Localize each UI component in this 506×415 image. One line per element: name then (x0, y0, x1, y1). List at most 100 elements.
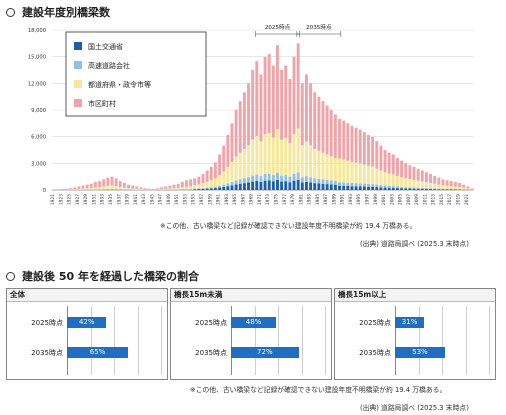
bar-prefecture (110, 185, 114, 190)
x-tick-label: 1971 (257, 194, 263, 205)
bar-prefecture (118, 187, 122, 190)
bar-prefecture (135, 188, 139, 190)
bar-expressway (408, 187, 412, 189)
panel-body: 2025時点 48% 2035時点 72% (171, 302, 331, 379)
ratio-bar: 65% (67, 347, 129, 358)
bar-national (338, 185, 341, 190)
x-tick-label: 1947 (158, 194, 164, 205)
bar-municipal (93, 182, 97, 188)
bar-expressway (358, 183, 362, 187)
x-tick-label: 1965 (232, 194, 238, 205)
bar-national (379, 187, 383, 190)
circle-bullet-icon (6, 272, 15, 281)
panel-axis (67, 306, 68, 375)
bar-municipal (147, 188, 151, 190)
bar-expressway (271, 175, 275, 182)
bar-expressway (346, 182, 350, 186)
bar-municipal (346, 123, 350, 161)
bar-prefecture (396, 175, 399, 187)
x-tick-label: 2005 (398, 194, 404, 205)
bar-prefecture (362, 164, 366, 184)
bar-national (329, 184, 333, 190)
ratio-bar: 72% (231, 347, 299, 358)
legend-label: 都道府県・政令市等 (88, 80, 151, 89)
bar-prefecture (197, 184, 201, 189)
bar-expressway (441, 188, 445, 190)
y-tick-label: 15,000 (28, 55, 46, 61)
bar-prefecture (404, 178, 408, 188)
bar-prefecture (93, 187, 97, 190)
bar-prefecture (470, 189, 474, 190)
bar-municipal (69, 188, 73, 190)
x-tick-label: 1959 (207, 194, 213, 205)
bar-municipal (416, 168, 420, 181)
bar-municipal (209, 166, 213, 181)
bar-municipal (143, 188, 147, 190)
bar-municipal (151, 189, 155, 190)
bar-prefecture (453, 186, 457, 190)
x-tick-label: 1989 (331, 194, 337, 205)
bar-prefecture (230, 162, 234, 182)
ratio-panel: 全体 2025時点 42% 2035時点 65% (6, 288, 168, 380)
bar-prefecture (255, 135, 259, 175)
bar-municipal (420, 170, 424, 182)
bar-municipal (470, 188, 474, 190)
x-tick-label: 1999 (373, 194, 379, 205)
legend-box (65, 31, 207, 117)
bar-municipal (458, 182, 461, 187)
panel-gridline (254, 306, 256, 375)
bar-municipal (317, 96, 321, 151)
bar-national (362, 186, 366, 190)
bar-national (342, 185, 346, 190)
bar-municipal (338, 118, 341, 159)
x-tick-label: 1941 (133, 194, 139, 205)
bar-prefecture (259, 141, 263, 177)
bar-municipal (437, 177, 441, 185)
bar-prefecture (462, 187, 466, 190)
bar-municipal (197, 176, 201, 185)
bar-municipal (449, 181, 453, 187)
bar-prefecture (156, 189, 159, 190)
annotation-label: 2035時点 (306, 23, 332, 31)
bar-municipal (441, 179, 445, 186)
x-tick-label: 1927 (75, 194, 81, 205)
panel-gridline (137, 306, 139, 375)
ratio-bar: 42% (67, 317, 107, 328)
bar-prefecture (176, 187, 180, 190)
bar-prefecture (238, 152, 242, 180)
bar-municipal (325, 105, 329, 155)
bar-expressway (201, 188, 205, 189)
bar-prefecture (234, 156, 238, 181)
bar-national (259, 181, 263, 190)
bar-municipal (296, 43, 300, 129)
bar-national (304, 181, 308, 190)
bar-municipal (362, 132, 366, 165)
bar-municipal (321, 101, 325, 153)
panel-title: 橋長15m未満 (171, 289, 331, 302)
bar-category-label: 2035時点 (195, 349, 227, 357)
bar-national (371, 186, 375, 190)
bar-prefecture (350, 161, 354, 183)
bar-prefecture (296, 128, 300, 173)
bar-municipal (424, 172, 428, 183)
bar-municipal (230, 123, 234, 162)
bar-municipal (433, 175, 437, 184)
bar-national (367, 186, 370, 190)
bar-national (383, 187, 387, 190)
bar-expressway (292, 174, 296, 181)
bar-national (251, 181, 255, 190)
bar-national (296, 179, 300, 190)
bar-municipal (185, 180, 188, 187)
bar-national (292, 180, 296, 190)
bar-prefecture (300, 145, 304, 178)
bar-prefecture (445, 185, 449, 189)
bar-municipal (379, 145, 383, 171)
bar-prefecture (226, 166, 230, 184)
bar-prefecture (89, 187, 93, 190)
bar-national (234, 184, 238, 190)
bar-expressway (300, 177, 304, 183)
bar-municipal (234, 110, 238, 157)
x-tick-label: 1979 (290, 194, 296, 205)
panel-gridline (489, 306, 490, 375)
bar-municipal (201, 174, 205, 184)
